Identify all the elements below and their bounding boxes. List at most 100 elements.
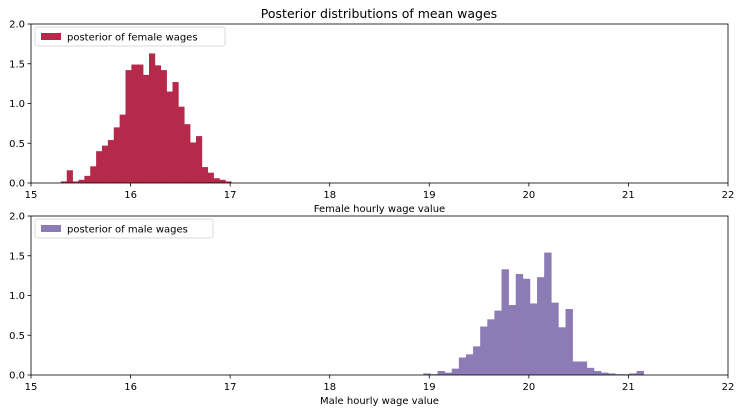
histogram-bar	[101, 145, 109, 183]
histogram-bar	[601, 372, 609, 375]
histogram-bar	[225, 181, 232, 183]
x-axis-label: Male hourly wage value	[320, 396, 439, 407]
x-tick-label: 22	[722, 190, 735, 201]
histogram-bar	[207, 172, 214, 183]
legend-box	[34, 218, 214, 239]
y-tick-label: 2.0	[9, 20, 25, 31]
histogram-bar	[522, 278, 531, 375]
histogram-bar	[195, 136, 203, 183]
y-tick-label: 1.0	[9, 99, 25, 110]
y-tick-label: 1.5	[9, 59, 25, 70]
histogram-bar	[78, 179, 85, 183]
histogram-bar	[437, 371, 445, 375]
x-tick-label: 21	[622, 382, 635, 393]
histogram-bar	[565, 309, 573, 375]
y-tick-label: 0.5	[9, 139, 25, 150]
histogram-bar	[494, 310, 502, 375]
histogram-bar	[572, 361, 581, 375]
histogram-bar	[154, 65, 162, 183]
histogram-bar	[593, 371, 602, 375]
histogram-bar	[84, 175, 91, 183]
histogram-bar	[458, 357, 467, 375]
y-tick-label: 0.5	[9, 331, 25, 342]
x-tick-label: 19	[423, 190, 436, 201]
x-tick-label: 20	[522, 190, 535, 201]
x-tick-label: 18	[323, 382, 336, 393]
histogram-bar	[586, 367, 595, 375]
histogram-bar	[219, 179, 226, 183]
histogram-bar	[537, 277, 545, 375]
legend-swatch	[41, 225, 61, 232]
histogram-bar	[213, 178, 220, 183]
histogram-bar	[551, 302, 559, 375]
histogram-bar	[451, 368, 460, 375]
histogram-bar	[608, 373, 616, 375]
x-tick-label: 21	[622, 190, 635, 201]
histogram-bar	[465, 354, 474, 375]
histogram-bar	[515, 274, 524, 375]
histogram-bar	[444, 372, 453, 375]
histogram-bar	[148, 53, 156, 183]
x-tick-label: 16	[124, 382, 137, 393]
x-tick-label: 15	[25, 190, 38, 201]
x-tick-label: 17	[224, 382, 237, 393]
histogram-bar	[166, 91, 173, 183]
histogram-bar	[423, 373, 431, 375]
female-histogram-axes: 15 16 17 18 19 20 21 22 0.0 0.5 1.0 1.5 2.0 Female ho…	[9, 20, 734, 216]
histogram-bar	[629, 373, 637, 375]
legend: posterior of male wages	[34, 218, 214, 239]
histogram-bar	[508, 305, 517, 375]
x-tick-label: 15	[25, 382, 38, 393]
legend: posterior of female wages	[34, 26, 226, 47]
histogram-bar	[90, 166, 97, 183]
x-tick-label: 16	[124, 190, 137, 201]
histogram-bar	[143, 74, 150, 183]
histogram-bar	[107, 140, 115, 183]
histogram-bar	[60, 181, 68, 183]
histogram-bar	[579, 361, 588, 375]
histogram-bar	[190, 142, 197, 183]
histogram-bar	[96, 151, 103, 183]
histogram-bar	[119, 114, 126, 183]
histogram-bar	[473, 346, 481, 375]
histogram-bar	[113, 127, 120, 183]
chart-title: Posterior distributions of mean wages	[261, 6, 497, 21]
histogram-bar	[529, 303, 538, 375]
y-tick-label: 1.0	[9, 291, 25, 302]
histogram-bar	[201, 167, 209, 183]
histogram-bar	[178, 106, 185, 183]
histogram-bar	[66, 170, 73, 183]
y-tick-label: 2.0	[9, 212, 25, 223]
histogram-bar	[172, 82, 179, 183]
histogram-bar	[72, 181, 79, 183]
histogram-bar	[137, 64, 144, 183]
histogram-bar	[501, 269, 509, 375]
histogram-bar	[160, 70, 167, 183]
histogram-bar	[480, 326, 488, 375]
axes-frame	[30, 215, 729, 376]
y-tick-label: 0.0	[9, 371, 25, 382]
histogram-bars	[60, 53, 232, 183]
male-histogram-axes: 15 16 17 18 19 20 21 22 0.0 0.5 1.0 1.5 2.0 Male hour…	[9, 212, 734, 408]
x-tick-label: 22	[722, 382, 735, 393]
histogram-bars	[423, 252, 645, 375]
y-tick-label: 1.5	[9, 251, 25, 262]
y-tick-label: 0.0	[9, 179, 25, 190]
histogram-bar	[184, 124, 191, 183]
x-axis-label: Female hourly wage value	[314, 204, 445, 215]
histogram-bar	[544, 252, 552, 375]
legend-box	[34, 26, 226, 47]
legend-label: posterior of female wages	[67, 33, 198, 44]
x-tick-label: 17	[224, 190, 237, 201]
histogram-bar	[487, 319, 495, 375]
histogram-bar	[131, 64, 138, 183]
legend-label: posterior of male wages	[67, 225, 188, 236]
x-tick-label: 20	[522, 382, 535, 393]
legend-swatch	[41, 33, 61, 40]
x-tick-label: 18	[323, 190, 336, 201]
histogram-bar	[558, 327, 566, 375]
x-tick-label: 19	[423, 382, 436, 393]
histogram-bar	[125, 70, 132, 183]
histogram-bar	[636, 371, 645, 375]
